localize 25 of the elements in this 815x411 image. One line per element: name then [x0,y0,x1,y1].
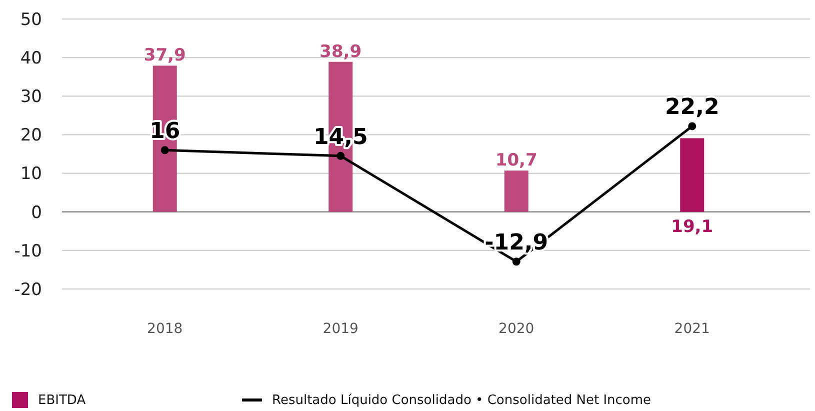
data-label: 38,9 [320,42,362,62]
y-tick-label: 40 [20,48,42,69]
x-tick-label: 2019 [322,321,358,337]
y-tick-label: 10 [20,164,42,184]
y-tick-label: 30 [20,87,42,108]
x-tick-label: 2018 [147,321,183,337]
data-label: 10,7 [495,150,538,171]
x-tick-label: 2021 [674,321,710,337]
y-tick-label: -10 [14,241,42,262]
data-label: 37,9 [144,46,186,66]
legend-label: Resultado Líquido Consolidado • Consolidated Net Income [272,393,652,408]
point [688,122,696,130]
y-tick-label: 20 [20,126,42,146]
point [160,146,169,154]
legend-label: EBITDA [38,393,86,408]
x-tick-label: 2020 [498,321,534,337]
point [336,152,345,160]
y-tick-label: 0 [31,202,42,223]
data-label: 19,1 [671,216,714,237]
point [512,258,520,266]
bar [504,170,528,212]
y-tick-label: 50 [20,10,42,30]
data-label: 22,2 [664,95,720,120]
y-tick-label: -20 [14,280,42,300]
bar [680,138,704,212]
